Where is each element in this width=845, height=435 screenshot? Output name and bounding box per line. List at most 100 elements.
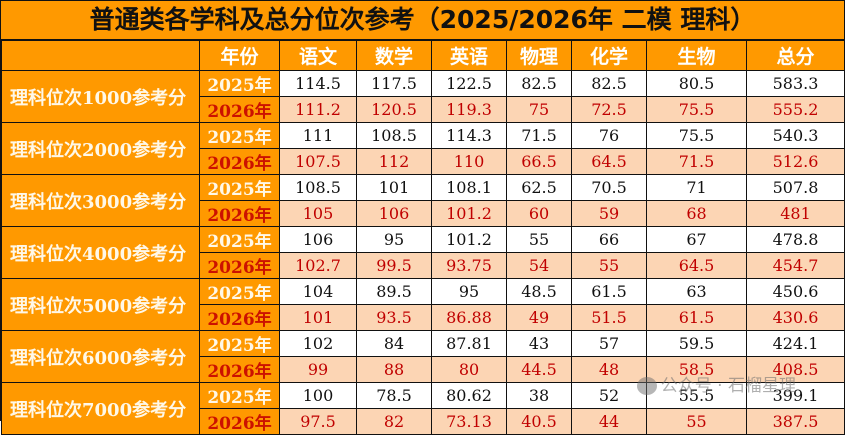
year-cell: 2026年 xyxy=(199,408,280,435)
score-table: 年份 语文 数学 英语 物理 化学 生物 总分 理科位次1000参考分 2025年… xyxy=(1,40,845,435)
table-row: 理科位次4000参考分 2025年 106 95 101.2 55 66 67 478.8 xyxy=(1,226,845,279)
header-math: 数学 xyxy=(356,40,432,71)
score-cell-biology: 68 xyxy=(646,200,747,227)
year-cell: 2026年 xyxy=(199,304,280,331)
score-cell-chemistry: 70.5 xyxy=(571,174,647,201)
score-cell-physics: 44.5 xyxy=(506,356,572,383)
score-cell-total: 408.5 xyxy=(746,356,845,383)
score-cell-total: 430.6 xyxy=(746,304,845,331)
score-cell-english: 86.88 xyxy=(431,304,507,331)
year-cell: 2025年 xyxy=(199,122,280,149)
score-cell-biology: 61.5 xyxy=(646,304,747,331)
score-cell-physics: 43 xyxy=(506,330,572,357)
score-cell-english: 110 xyxy=(431,148,507,175)
score-cell-english: 95 xyxy=(431,278,507,305)
score-cell-math: 89.5 xyxy=(356,278,432,305)
header-blank xyxy=(1,40,200,71)
score-cell-biology: 71 xyxy=(646,174,747,201)
table-row: 理科位次3000参考分 2025年 108.5 101 108.1 62.5 70.5 71 5… xyxy=(1,174,845,227)
year-cell: 2026年 xyxy=(199,148,280,175)
score-cell-physics: 66.5 xyxy=(506,148,572,175)
score-cell-chinese: 106 xyxy=(279,226,357,253)
score-cell-math: 95 xyxy=(356,226,432,253)
score-cell-physics: 62.5 xyxy=(506,174,572,201)
table-row: 2026年 107.5 112 110 66.5 64.5 71.5 512.6 xyxy=(2,148,845,175)
score-cell-chemistry: 66 xyxy=(571,226,647,253)
score-cell-english: 101.2 xyxy=(431,226,507,253)
score-cell-chinese: 102 xyxy=(279,330,357,357)
score-cell-english: 101.2 xyxy=(431,200,507,227)
score-cell-chemistry: 72.5 xyxy=(571,96,647,123)
score-cell-biology: 59.5 xyxy=(646,330,747,357)
rank-group-label: 理科位次1000参考分 xyxy=(1,70,200,123)
table-row: 理科位次7000参考分 2025年 100 78.5 80.62 38 52 55.5 399.… xyxy=(1,382,845,435)
score-cell-total: 583.3 xyxy=(746,70,845,97)
score-cell-math: 120.5 xyxy=(356,96,432,123)
table-row: 理科位次1000参考分 2025年 114.5 117.5 122.5 82.5 82.5 8… xyxy=(1,70,845,123)
table-row: 2026年 101 93.5 86.88 49 51.5 61.5 430.6 xyxy=(2,304,845,331)
score-cell-total: 540.3 xyxy=(746,122,845,149)
score-cell-math: 99.5 xyxy=(356,252,432,279)
year-cell: 2025年 xyxy=(199,70,280,97)
table-row: 理科位次5000参考分 2025年 104 89.5 95 48.5 61.5 63 450.6 xyxy=(1,278,845,331)
score-cell-chemistry: 48 xyxy=(571,356,647,383)
score-cell-biology: 55.5 xyxy=(646,382,747,409)
score-cell-total: 481 xyxy=(746,200,845,227)
year-cell: 2025年 xyxy=(199,278,280,305)
score-cell-math: 112 xyxy=(356,148,432,175)
rank-group-label: 理科位次5000参考分 xyxy=(1,278,200,331)
header-biology: 生物 xyxy=(646,40,747,71)
header-total: 总分 xyxy=(746,40,845,71)
score-cell-english: 122.5 xyxy=(431,70,507,97)
score-cell-math: 101 xyxy=(356,174,432,201)
score-cell-chinese: 104 xyxy=(279,278,357,305)
score-cell-biology: 63 xyxy=(646,278,747,305)
score-cell-total: 424.1 xyxy=(746,330,845,357)
score-cell-chemistry: 52 xyxy=(571,382,647,409)
score-cell-physics: 55 xyxy=(506,226,572,253)
score-cell-chemistry: 76 xyxy=(571,122,647,149)
score-cell-total: 399.1 xyxy=(746,382,845,409)
score-cell-biology: 71.5 xyxy=(646,148,747,175)
score-cell-chemistry: 82.5 xyxy=(571,70,647,97)
rank-group-label: 理科位次2000参考分 xyxy=(1,122,200,175)
year-cell: 2026年 xyxy=(199,252,280,279)
rank-group-label: 理科位次3000参考分 xyxy=(1,174,200,227)
score-cell-math: 93.5 xyxy=(356,304,432,331)
score-cell-chemistry: 61.5 xyxy=(571,278,647,305)
score-cell-math: 108.5 xyxy=(356,122,432,149)
year-cell: 2026年 xyxy=(199,96,280,123)
rank-group-label: 理科位次6000参考分 xyxy=(1,330,200,383)
score-cell-english: 119.3 xyxy=(431,96,507,123)
score-cell-math: 84 xyxy=(356,330,432,357)
score-cell-biology: 80.5 xyxy=(646,70,747,97)
score-cell-biology: 58.5 xyxy=(646,356,747,383)
header-chinese: 语文 xyxy=(279,40,357,71)
score-cell-chinese: 111.2 xyxy=(279,96,357,123)
score-cell-chemistry: 64.5 xyxy=(571,148,647,175)
score-cell-english: 93.75 xyxy=(431,252,507,279)
score-cell-total: 512.6 xyxy=(746,148,845,175)
score-cell-english: 80.62 xyxy=(431,382,507,409)
score-cell-total: 450.6 xyxy=(746,278,845,305)
table-row: 2026年 105 106 101.2 60 59 68 481 xyxy=(2,200,845,227)
score-cell-math: 82 xyxy=(356,408,432,435)
score-cell-biology: 55 xyxy=(646,408,747,435)
table-row: 理科位次2000参考分 2025年 111 108.5 114.3 71.5 76 75.5 5… xyxy=(1,122,845,175)
score-cell-biology: 75.5 xyxy=(646,96,747,123)
score-cell-chinese: 97.5 xyxy=(279,408,357,435)
score-cell-chinese: 99 xyxy=(279,356,357,383)
table-row: 2026年 111.2 120.5 119.3 75 72.5 75.5 555.2 xyxy=(2,96,845,123)
score-cell-chinese: 105 xyxy=(279,200,357,227)
score-cell-physics: 48.5 xyxy=(506,278,572,305)
score-cell-chemistry: 55 xyxy=(571,252,647,279)
score-cell-total: 387.5 xyxy=(746,408,845,435)
score-cell-english: 87.81 xyxy=(431,330,507,357)
score-cell-chinese: 111 xyxy=(279,122,357,149)
score-cell-total: 507.8 xyxy=(746,174,845,201)
score-cell-math: 117.5 xyxy=(356,70,432,97)
score-cell-math: 88 xyxy=(356,356,432,383)
score-cell-math: 106 xyxy=(356,200,432,227)
sheet-title: 普通类各学科及总分位次参考（2025/2026年 二模 理科） xyxy=(1,1,844,40)
score-cell-english: 108.1 xyxy=(431,174,507,201)
